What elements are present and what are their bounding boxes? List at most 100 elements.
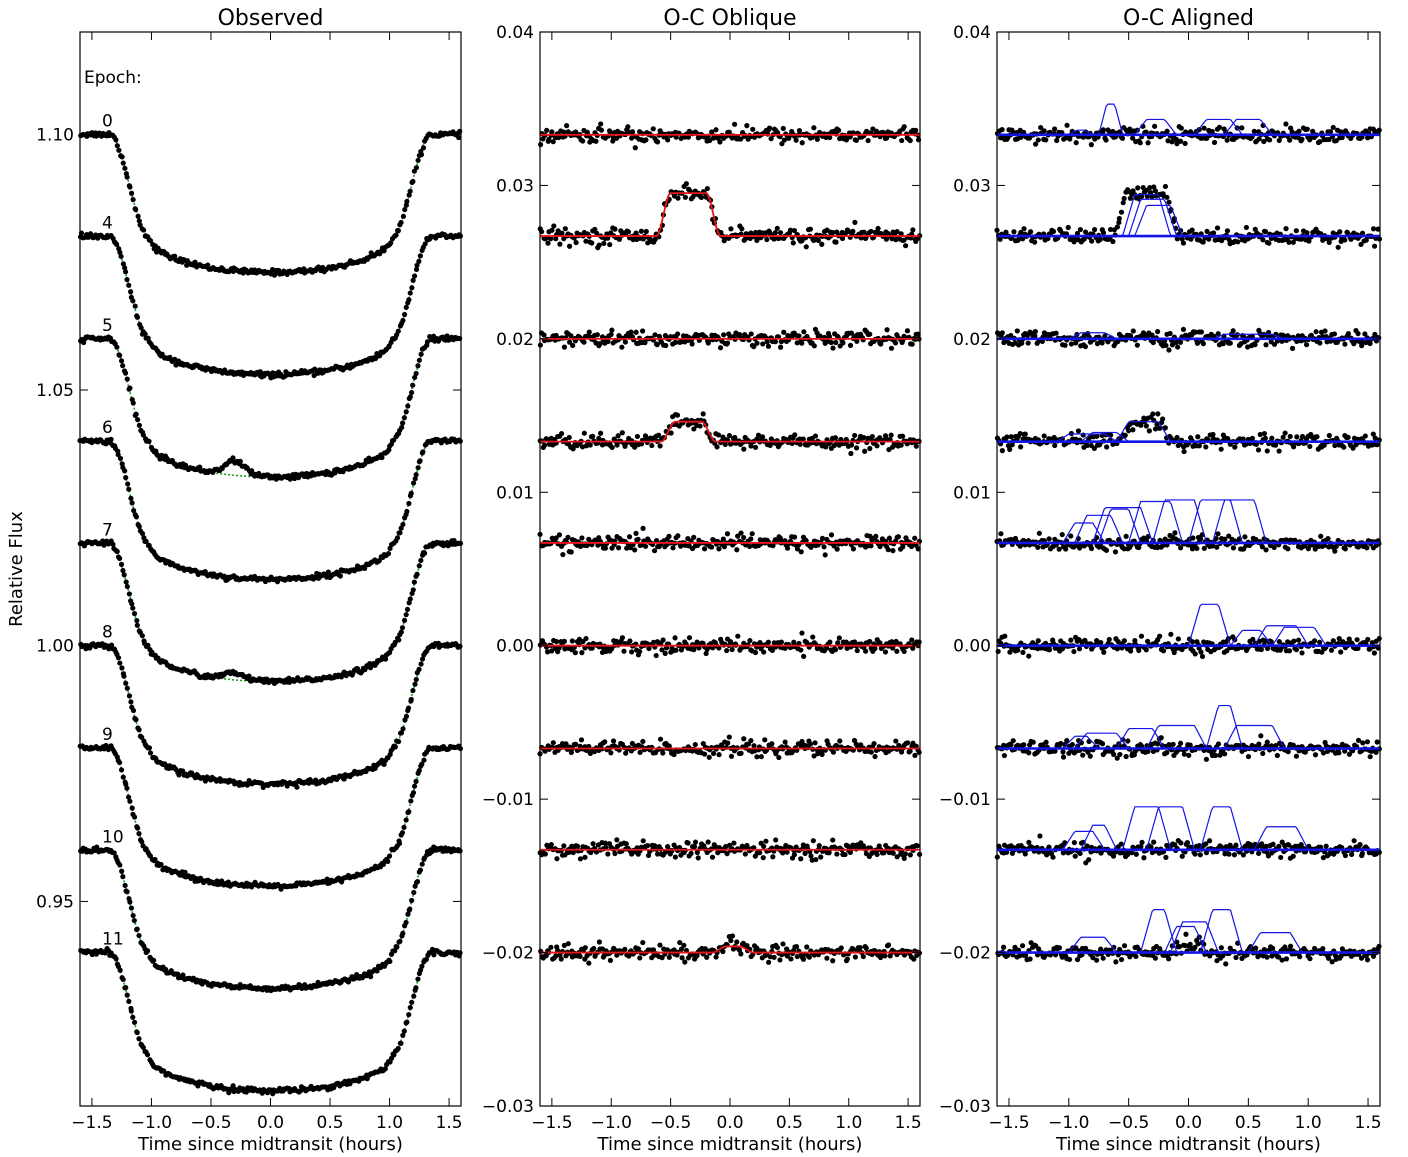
residual-point	[660, 637, 666, 643]
flux-point	[115, 452, 121, 458]
residual-point	[742, 851, 748, 857]
residual-point	[590, 433, 596, 439]
residual-point	[747, 637, 753, 644]
residual-point	[598, 430, 604, 436]
residual-point	[811, 343, 817, 349]
residual-point	[907, 137, 913, 144]
residual-point	[750, 126, 756, 132]
flux-point	[408, 798, 414, 804]
flux-point	[400, 420, 406, 426]
residual-point	[564, 123, 570, 129]
flux-point	[129, 500, 135, 506]
epoch-label: 11	[102, 930, 124, 950]
residual-point	[735, 633, 741, 639]
flux-point	[197, 464, 203, 470]
residual-point	[643, 543, 649, 549]
oblique-title: O-C Oblique	[663, 6, 796, 31]
flux-point	[130, 197, 136, 203]
residual-row	[537, 630, 922, 659]
y-tick-label: 0.00	[496, 637, 534, 657]
epoch-label: 4	[102, 214, 113, 234]
flux-point	[410, 178, 416, 185]
flux-point	[144, 1052, 151, 1058]
aligned-point	[1164, 128, 1170, 134]
residual-point	[863, 648, 869, 654]
residual-point	[628, 329, 634, 335]
residual-row	[537, 326, 922, 351]
flux-point	[324, 876, 330, 882]
flux-point	[457, 848, 463, 854]
residual-point	[738, 750, 744, 756]
residual-point	[695, 855, 701, 861]
residual-point	[619, 430, 625, 436]
residual-point	[806, 954, 812, 960]
residual-point	[827, 134, 833, 141]
residual-point	[830, 837, 836, 843]
flux-point	[130, 605, 136, 611]
residual-point	[558, 430, 565, 437]
aligned-point	[1152, 123, 1158, 129]
flux-point	[124, 685, 130, 691]
residual-point	[559, 230, 565, 236]
residual-point	[551, 223, 557, 229]
flux-point	[376, 557, 382, 564]
x-tick-label: 1.5	[436, 1113, 463, 1133]
flux-point	[119, 154, 125, 160]
epoch-label: 6	[102, 418, 113, 438]
flux-point	[119, 868, 125, 874]
observed-ticks: −1.5 −1.0 −0.5 0.0 0.5 1.0 1.50.951.001.051.10	[36, 32, 463, 1133]
residual-point	[793, 943, 800, 950]
residual-point	[590, 841, 596, 847]
residual-point	[812, 433, 819, 439]
flux-point	[246, 673, 252, 679]
x-tick-label: 0.5	[776, 1113, 803, 1133]
flux-point	[124, 992, 130, 998]
residual-point	[819, 241, 825, 247]
residual-point	[738, 951, 744, 957]
flux-point	[385, 858, 391, 864]
flux-point	[411, 579, 417, 585]
flux-point	[399, 424, 405, 431]
residual-point	[725, 740, 731, 746]
flux-point	[126, 282, 132, 288]
flux-point	[403, 612, 409, 618]
residual-point	[784, 545, 791, 551]
flux-point	[418, 152, 425, 158]
residual-point	[842, 851, 848, 858]
residual-point	[907, 852, 913, 858]
residual-point	[807, 226, 814, 232]
flux-point	[127, 798, 133, 804]
flux-point	[134, 1029, 140, 1036]
residual-point	[640, 838, 646, 844]
residual-point	[574, 843, 581, 849]
residual-point	[765, 639, 771, 645]
residual-point	[847, 342, 854, 348]
flux-point	[123, 680, 129, 686]
residual-point	[675, 533, 681, 539]
flux-point	[131, 610, 138, 617]
flux-point	[368, 974, 374, 980]
flux-point	[401, 824, 407, 830]
residual-point	[748, 536, 754, 542]
aligned-point	[999, 127, 1005, 133]
y-tick-label: −0.02	[482, 944, 534, 964]
y-tick-label: 0.04	[496, 23, 534, 43]
flux-point	[118, 253, 124, 260]
flux-point	[121, 572, 127, 578]
residual-point	[637, 648, 643, 655]
residual-point	[640, 738, 646, 745]
residual-point	[776, 754, 782, 761]
flux-point	[125, 794, 132, 800]
residual-point	[754, 754, 760, 760]
aligned-point	[1052, 126, 1058, 132]
residual-point	[577, 953, 583, 959]
residual-point	[885, 942, 892, 948]
x-tick-label: 1.5	[895, 1113, 922, 1133]
flux-point	[416, 666, 422, 673]
residual-point	[724, 647, 730, 654]
flux-point	[117, 352, 123, 358]
flux-point	[419, 963, 425, 969]
flux-point	[133, 717, 139, 723]
flux-point	[414, 571, 420, 577]
flux-point	[127, 899, 133, 905]
